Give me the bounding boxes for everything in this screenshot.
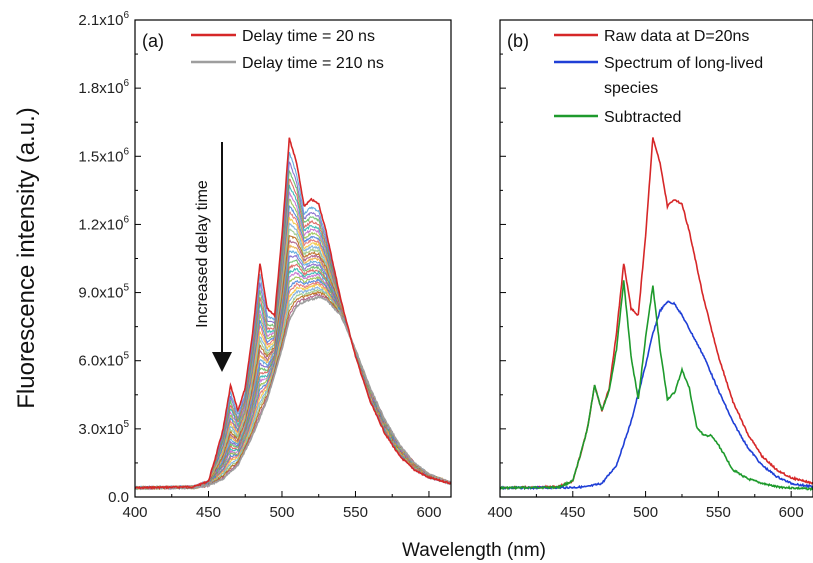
- series-line-20ns: [135, 137, 451, 490]
- panel-a: 0.0 3.0x105 6.0x105 9.0x105 1.2x106 1.5x106 1.…: [78, 10, 452, 521]
- a-x-tick-label: 500: [269, 504, 294, 521]
- a-x-tick-label: 600: [416, 504, 441, 521]
- series-group-b: [500, 137, 813, 492]
- panel-label-b: (b): [507, 31, 529, 51]
- b-x-tick-label: 550: [706, 504, 731, 521]
- legend-label-a-1: Delay time = 210 ns: [242, 55, 384, 72]
- b-x-tick-label: 500: [633, 504, 658, 521]
- y-axis-title: Fluorescence intensity (a.u.): [13, 107, 40, 408]
- a-y-tick-label: 1.8x106: [78, 78, 129, 97]
- a-y-tick-label: 1.5x106: [78, 146, 129, 165]
- legend-label-b-0: Raw data at D=20ns: [604, 28, 749, 45]
- delay-curve: [135, 169, 451, 490]
- x-axis-title: Wavelength (nm): [402, 540, 546, 561]
- delay-curve: [135, 190, 451, 490]
- plot-frame-a: [134, 19, 452, 498]
- y-axis-b: [500, 19, 506, 498]
- delay-curve: [135, 211, 451, 491]
- delay-curve: [135, 204, 451, 490]
- b-x-tick-label: 400: [487, 504, 512, 521]
- b-x-tick-label: 600: [779, 504, 804, 521]
- b-x-tick-label: 450: [560, 504, 585, 521]
- a-y-tick-label: 3.0x105: [78, 419, 129, 438]
- delay-curve: [135, 178, 451, 490]
- a-y-tick-label: 0.0: [108, 489, 129, 506]
- background-curves: [135, 151, 451, 491]
- a-y-tick-label: 2.1x106: [78, 10, 129, 29]
- a-x-tick-label: 550: [343, 504, 368, 521]
- delay-curve: [135, 184, 451, 491]
- delay-annotation: Increased delay time: [194, 180, 211, 328]
- delay-curve: [135, 216, 451, 490]
- legend-label-b-1: Spectrum of long-lived: [604, 55, 763, 72]
- y-axis-a: 0.0 3.0x105 6.0x105 9.0x105 1.2x106 1.5x106 1.…: [78, 10, 141, 506]
- series-group-a: [135, 137, 451, 490]
- x-axis-a: 400 450 500 550 600: [122, 491, 441, 521]
- legend-label-a-0: Delay time = 20 ns: [242, 28, 375, 45]
- legend-label-b-2: Subtracted: [604, 109, 681, 126]
- panel-label-a: (a): [142, 31, 164, 51]
- a-x-tick-label: 450: [196, 504, 221, 521]
- a-y-tick-label: 6.0x105: [78, 351, 129, 370]
- legend-label-b-1-line2: species: [604, 80, 658, 97]
- delay-curve: [135, 151, 451, 490]
- a-x-tick-label: 400: [122, 504, 147, 521]
- a-y-tick-label: 9.0x105: [78, 283, 129, 302]
- x-axis-b: 400 450 500 550 600: [487, 491, 804, 521]
- panel-b: 400 450 500 550 600 (b) Raw data at D=20ns S…: [487, 19, 813, 521]
- series-line-subtracted: [500, 280, 813, 492]
- a-y-tick-label: 1.2x106: [78, 214, 129, 233]
